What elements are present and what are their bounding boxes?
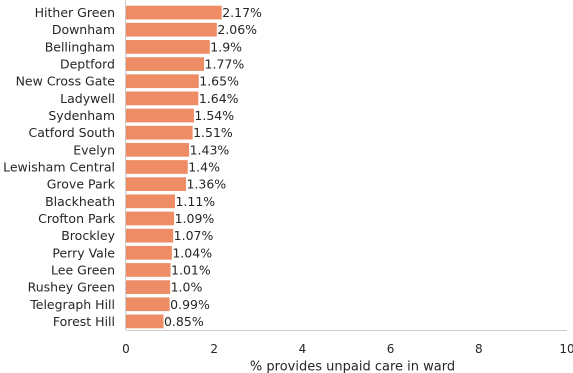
category-labels: Hither Green Downham Bellingham Deptford New…: [3, 5, 116, 329]
category-label: Evelyn: [73, 142, 115, 157]
x-tick-label: 4: [299, 342, 307, 356]
bar: [126, 211, 175, 226]
category-label: Lee Green: [51, 262, 115, 277]
bar: [126, 314, 164, 329]
value-label: 0.85%: [164, 314, 204, 329]
category-label: Downham: [52, 22, 115, 37]
value-label: 1.0%: [171, 280, 203, 295]
value-labels: 2.17% 2.06% 1.9% 1.77% 1.65% 1.64% 1.54% 1.51% 1…: [164, 5, 262, 329]
bars: [126, 5, 222, 329]
value-label: 2.06%: [217, 22, 257, 37]
category-label: Catford South: [29, 125, 116, 140]
bar: [126, 228, 174, 243]
x-tick-label: 6: [387, 342, 395, 356]
category-label: Grove Park: [47, 177, 116, 192]
value-label: 1.9%: [210, 39, 242, 54]
x-tick-label: 2: [210, 342, 218, 356]
bar: [126, 125, 193, 140]
x-tick-labels: 0 2 4 6 8 10: [122, 342, 573, 356]
bar: [126, 280, 171, 294]
x-tick-label: 10: [559, 342, 573, 356]
bar: [126, 91, 199, 106]
category-label: Brockley: [61, 228, 115, 243]
category-label: Sydenham: [48, 108, 115, 123]
value-label: 1.51%: [193, 125, 233, 140]
value-label: 1.07%: [174, 228, 214, 243]
value-label: 1.4%: [188, 160, 220, 175]
bar: [126, 263, 171, 277]
category-label: Bellingham: [45, 39, 115, 54]
category-label: Lewisham Central: [3, 160, 115, 175]
bar: [126, 40, 210, 54]
value-label: 1.54%: [194, 108, 234, 123]
x-axis-label: % provides unpaid care in ward: [250, 360, 455, 373]
value-label: 2.17%: [222, 5, 262, 20]
x-tick-label: 0: [122, 342, 130, 356]
value-label: 1.64%: [199, 91, 239, 106]
bar: [126, 142, 190, 157]
category-label: Blackheath: [45, 194, 115, 209]
x-tick-label: 8: [475, 342, 483, 356]
value-label: 1.43%: [190, 142, 230, 157]
bar: [126, 297, 170, 312]
bar: [126, 5, 222, 20]
value-label: 1.77%: [205, 57, 245, 72]
bar: [126, 177, 186, 192]
value-label: 1.09%: [175, 211, 215, 226]
category-label: New Cross Gate: [16, 74, 116, 89]
value-label: 1.36%: [186, 177, 226, 192]
category-label: Crofton Park: [38, 211, 116, 226]
value-label: 1.65%: [199, 74, 239, 89]
value-label: 1.11%: [175, 194, 215, 209]
value-label: 1.04%: [172, 245, 212, 260]
value-label: 0.99%: [170, 297, 210, 312]
bar: [126, 57, 205, 71]
category-label: Telegraph Hill: [29, 297, 115, 312]
bar: [126, 74, 199, 89]
category-label: Hither Green: [35, 5, 115, 20]
category-label: Deptford: [60, 57, 115, 72]
value-label: 1.01%: [171, 262, 211, 277]
bar: [126, 22, 217, 37]
category-label: Forest Hill: [53, 314, 115, 329]
category-label: Perry Vale: [52, 245, 115, 260]
bar: [126, 245, 172, 260]
bar: [126, 194, 175, 209]
bar: [126, 108, 194, 123]
category-label: Rushey Green: [28, 280, 115, 295]
bar: [126, 160, 188, 174]
category-label: Ladywell: [60, 91, 115, 106]
